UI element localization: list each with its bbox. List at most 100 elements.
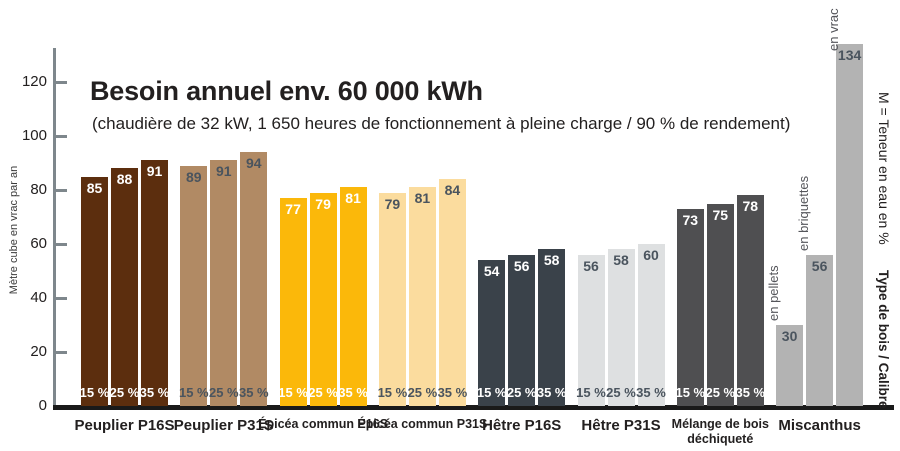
group-label: Peuplier P16S [74,417,175,434]
bar-value-label: 56 [513,257,530,274]
bar-moisture-label: 35 % [338,384,368,400]
bar-top-label: en pellets [766,265,782,321]
bar-value-label: 134 [837,47,862,64]
bar: 73 15 % [675,208,706,406]
bar-value-label: 77 [285,201,301,218]
chart-subtitle: (chaudière de 32 kW, 1 650 heures de fon… [92,114,791,133]
note-type-calibre: Type de bois / Calibre [876,270,891,409]
bar-value-label: 79 [315,195,331,212]
bar-moisture-label: 35 % [536,384,567,400]
bar-moisture-label: 15 % [278,384,308,400]
bar-value-label: 58 [613,252,629,269]
bar: 60 35 % [636,244,666,406]
bar: 85 15 % [79,176,110,406]
bar-value-label: 79 [384,195,401,212]
bar: 79 25 % [308,192,338,406]
y-tick [53,350,67,354]
bar: 56 25 % [506,254,537,406]
bar-moisture-label: 15 % [576,384,606,400]
bar-value-label: 54 [483,263,500,280]
bar: 79 15 % [377,192,408,406]
bar-value-label: 94 [246,155,262,172]
bar-value-label: 56 [583,257,599,274]
bar-value-label: 88 [116,171,133,188]
bar: 77 15 % [278,198,308,406]
bar-moisture-label: 15 % [178,384,209,400]
bar: 58 35 % [536,249,567,406]
y-tick-label: 100 [21,127,47,144]
bar: 30 [776,325,804,406]
bar: 81 35 % [338,187,368,406]
x-axis-line [53,405,894,410]
y-tick-label: 0 [38,397,47,414]
bar: 91 25 % [208,160,239,406]
bar-moisture-label: 15 % [675,384,706,400]
bar-top-label: en briquettes [796,175,812,251]
bar: 54 15 % [476,260,507,406]
bar-value-label: 89 [186,168,202,185]
group-label: Peuplier P31S [173,417,274,434]
bar: 58 25 % [606,249,636,406]
y-tick-label: 80 [30,181,47,198]
note-moisture-legend: M = Teneur en eau en % [876,92,892,245]
bar-value-label: 73 [682,211,699,228]
y-tick-label: 40 [30,289,47,306]
y-tick [53,134,67,138]
bar-value-label: 56 [811,257,828,274]
bar-top-label: en vrac [826,8,842,51]
bar-moisture-label: 35 % [238,384,269,400]
bar-moisture-label: 35 % [636,385,666,400]
bar-value-label: 85 [86,179,103,196]
group-label: Hêtre P31S [581,417,661,434]
group-label: Hêtre P16S [482,417,562,434]
bar-moisture-label: 35 % [437,384,468,400]
bar: 81 25 % [407,187,438,406]
bar: 56 [806,254,834,406]
bar-moisture-label: 25 % [606,384,636,400]
bar-value-label: 81 [414,190,431,207]
bar: 91 35 % [139,160,170,406]
bar-value-label: 81 [345,190,361,207]
y-tick [53,296,67,300]
y-tick [53,188,67,192]
chart-title: Besoin annuel env. 60 000 kWh [90,76,483,106]
y-tick [53,80,67,84]
bar: 134 [836,44,864,406]
bar-moisture-label: 15 % [377,384,408,400]
bar-value-label: 84 [444,182,461,199]
bar-moisture-label: 25 % [407,384,438,400]
bar-value-label: 78 [742,198,759,215]
bar-value-label: 58 [543,252,560,269]
bar-value-label: 75 [712,206,729,223]
y-tick-label: 20 [30,343,47,360]
bar-moisture-label: 35 % [139,384,170,400]
bar: 94 35 % [238,152,269,406]
bar-value-label: 30 [781,328,798,344]
y-axis-line [53,48,56,407]
bar: 78 35 % [735,195,766,406]
y-tick [53,242,67,246]
bar: 84 35 % [437,179,468,406]
bar-moisture-label: 25 % [109,384,140,400]
group-label: Miscanthus [778,417,861,434]
bar-value-label: 91 [216,163,232,180]
bar-moisture-label: 25 % [506,384,537,400]
bar-moisture-label: 15 % [79,385,110,400]
bar-moisture-label: 25 % [308,384,338,400]
y-tick-label: 120 [21,73,47,90]
y-tick-label: 60 [30,235,47,252]
bar: 75 25 % [705,203,736,406]
bar-moisture-label: 15 % [476,384,507,400]
bar: 56 15 % [576,254,606,406]
bar-value-label: 60 [643,247,659,263]
bar-value-label: 91 [146,163,163,180]
group-label: Épicéa commun P31S [357,417,488,431]
group-label: Mélange de bois déchiqueté [671,417,769,446]
bar: 88 25 % [109,168,140,406]
bar-moisture-label: 25 % [208,384,239,400]
bar: 89 15 % [178,165,209,406]
bar-moisture-label: 35 % [735,384,766,400]
group-label: Épicéa commun P16S [258,417,389,431]
bar-moisture-label: 25 % [705,385,736,400]
